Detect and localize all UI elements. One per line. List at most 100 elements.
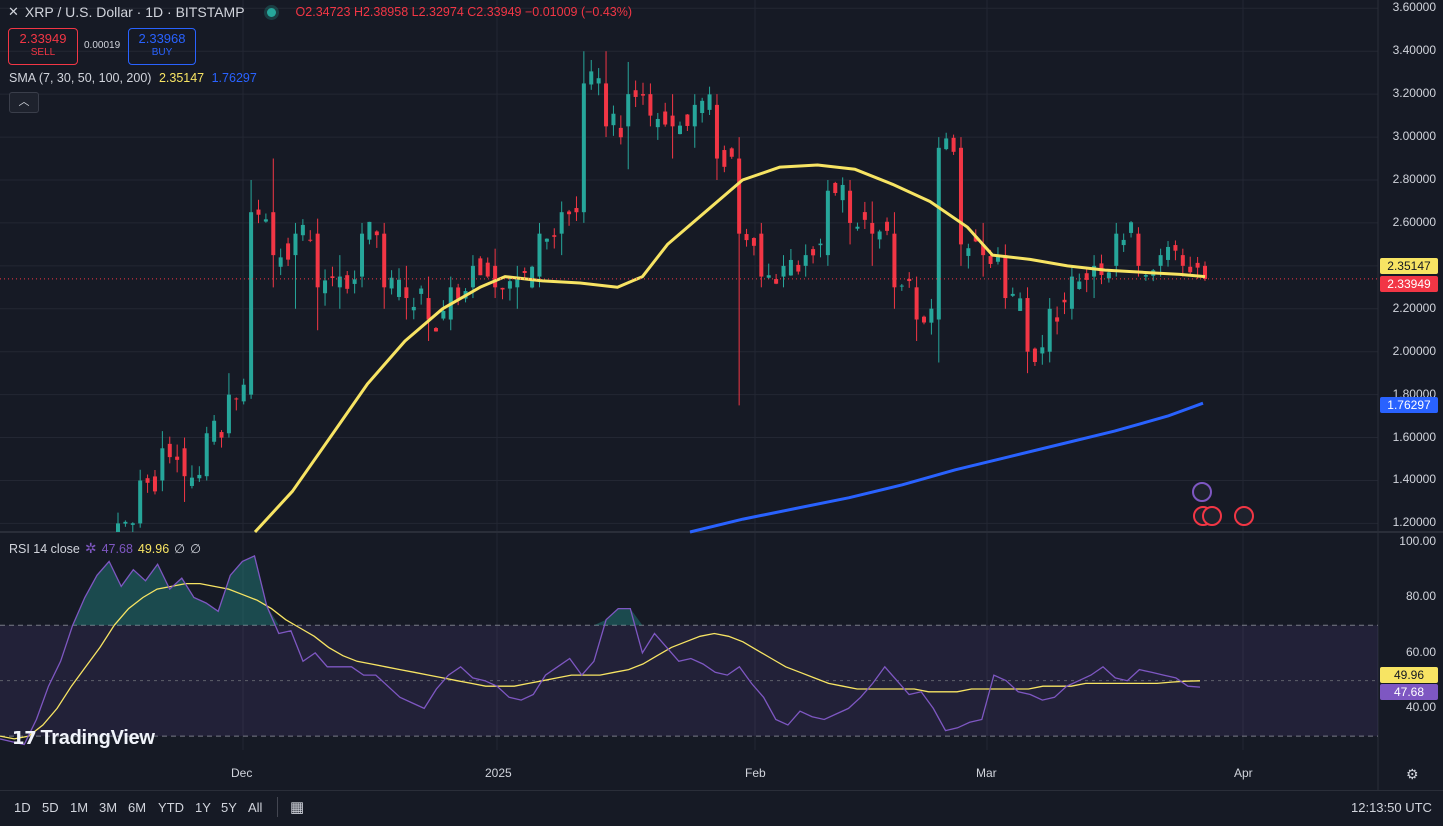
candle-body xyxy=(1003,255,1008,299)
candle-body xyxy=(138,480,143,524)
candle-body xyxy=(1025,298,1030,352)
candle-body xyxy=(515,276,520,288)
price-axis-label: 2.00000 xyxy=(1392,343,1436,358)
utc-clock[interactable]: 12:13:50 UTC xyxy=(1351,800,1432,815)
candle-body xyxy=(234,398,239,400)
candle-body xyxy=(958,147,963,245)
candle-body xyxy=(848,190,853,223)
candle-body xyxy=(241,384,246,402)
rsi-axis-label: 60.00 xyxy=(1405,644,1436,659)
candle-body xyxy=(833,182,838,193)
low-value: L2.32974 xyxy=(411,5,464,19)
candle-body xyxy=(300,224,305,236)
candle-body xyxy=(751,238,756,246)
candle-body xyxy=(337,276,342,288)
price-axis-label: 2.20000 xyxy=(1392,300,1436,315)
candle-body xyxy=(818,243,823,246)
candle-body xyxy=(167,443,172,458)
symbol-title[interactable]: XRP / U.S. Dollar · 1D · BITSTAMP xyxy=(24,4,245,20)
sma-value-blue: 1.76297 xyxy=(211,71,257,85)
candle-body xyxy=(774,279,779,284)
range-1y[interactable]: 1Y xyxy=(195,800,211,815)
rsi-legend[interactable]: RSI 14 close ✲ 47.68 49.96 ∅ ∅ xyxy=(9,540,201,557)
time-label-2025: 2025 xyxy=(485,766,512,780)
event-icon xyxy=(1192,482,1212,502)
candle-body xyxy=(478,258,483,276)
range-ytd[interactable]: YTD xyxy=(158,800,184,815)
sell-button[interactable]: 2.33949 SELL xyxy=(8,28,78,65)
sma2-price-tag: 1.76297 xyxy=(1380,397,1438,413)
candle-body xyxy=(197,474,202,479)
candle-body xyxy=(323,280,328,294)
candle-body xyxy=(737,158,742,234)
rsi-axis-label: 40.00 xyxy=(1405,700,1436,715)
candle-body xyxy=(788,259,793,276)
candle-body xyxy=(1077,281,1082,289)
candle-body xyxy=(219,432,224,438)
ohlc-values: O2.34723 H2.38958 L2.32974 C2.33949 −0.0… xyxy=(296,5,632,19)
candle-body xyxy=(1092,265,1097,277)
toolbar-divider xyxy=(277,797,278,817)
price-axis-label: 1.20000 xyxy=(1392,515,1436,530)
buy-label: BUY xyxy=(151,47,173,58)
range-5d[interactable]: 5D xyxy=(42,800,59,815)
candle-body xyxy=(271,212,276,256)
candle-body xyxy=(330,276,335,279)
event-icon xyxy=(1234,506,1254,526)
range-5y[interactable]: 5Y xyxy=(221,800,237,815)
range-6m[interactable]: 6M xyxy=(128,800,147,815)
candle-body xyxy=(1040,347,1045,354)
candle-body xyxy=(352,279,357,284)
candle-body xyxy=(604,83,609,127)
candle-body xyxy=(1180,255,1185,266)
price-axis-label: 3.00000 xyxy=(1392,129,1436,144)
chevron-up-icon[interactable]: ︿ xyxy=(9,92,39,113)
candle-body xyxy=(249,212,254,395)
range-1m[interactable]: 1M xyxy=(70,800,89,815)
candle-body xyxy=(367,221,372,240)
range-all[interactable]: All xyxy=(248,800,263,815)
candle-body xyxy=(692,104,697,127)
candle-body xyxy=(766,275,771,278)
candle-body xyxy=(1173,245,1178,251)
rsi-value: 47.68 xyxy=(101,541,133,556)
buy-button[interactable]: 2.33968 BUY xyxy=(128,28,196,65)
candle-body xyxy=(537,233,542,277)
candle-body xyxy=(1106,272,1111,279)
rsi-settings-icon[interactable]: ✲ xyxy=(84,540,97,556)
candle-body xyxy=(951,137,956,152)
time-label-mar: Mar xyxy=(976,766,997,780)
sma-legend[interactable]: SMA (7, 30, 50, 100, 200) 2.35147 1.7629… xyxy=(9,71,257,85)
candle-body xyxy=(567,211,572,215)
candle-body xyxy=(885,221,890,231)
candle-body xyxy=(404,287,409,299)
candle-body xyxy=(759,233,764,277)
candle-body xyxy=(256,209,261,215)
candle-body xyxy=(626,94,631,127)
candle-body xyxy=(315,233,320,288)
candle-body xyxy=(700,100,705,114)
calendar-icon[interactable]: ▦ xyxy=(290,799,305,816)
candle-body xyxy=(581,83,586,213)
candle-body xyxy=(877,231,882,240)
candle-body xyxy=(175,456,180,460)
candle-body xyxy=(648,94,653,116)
candle-body xyxy=(485,262,490,277)
close-icon[interactable]: ✕ xyxy=(8,4,19,19)
candle-body xyxy=(973,236,978,242)
gear-icon[interactable]: ⚙ xyxy=(1406,766,1419,782)
candle-body xyxy=(278,257,283,267)
candle-body xyxy=(130,523,135,525)
sma-value-yellow: 2.35147 xyxy=(158,71,205,85)
candle-body xyxy=(936,147,941,320)
candle-body xyxy=(707,94,712,110)
rsi-axis-label: 100.00 xyxy=(1399,534,1436,548)
candle-body xyxy=(433,328,438,332)
candle-body xyxy=(840,184,845,201)
range-1d[interactable]: 1D xyxy=(14,800,31,815)
range-3m[interactable]: 3M xyxy=(99,800,118,815)
candle-body xyxy=(981,244,986,256)
candle-body xyxy=(811,249,816,256)
candle-body xyxy=(1114,233,1119,266)
